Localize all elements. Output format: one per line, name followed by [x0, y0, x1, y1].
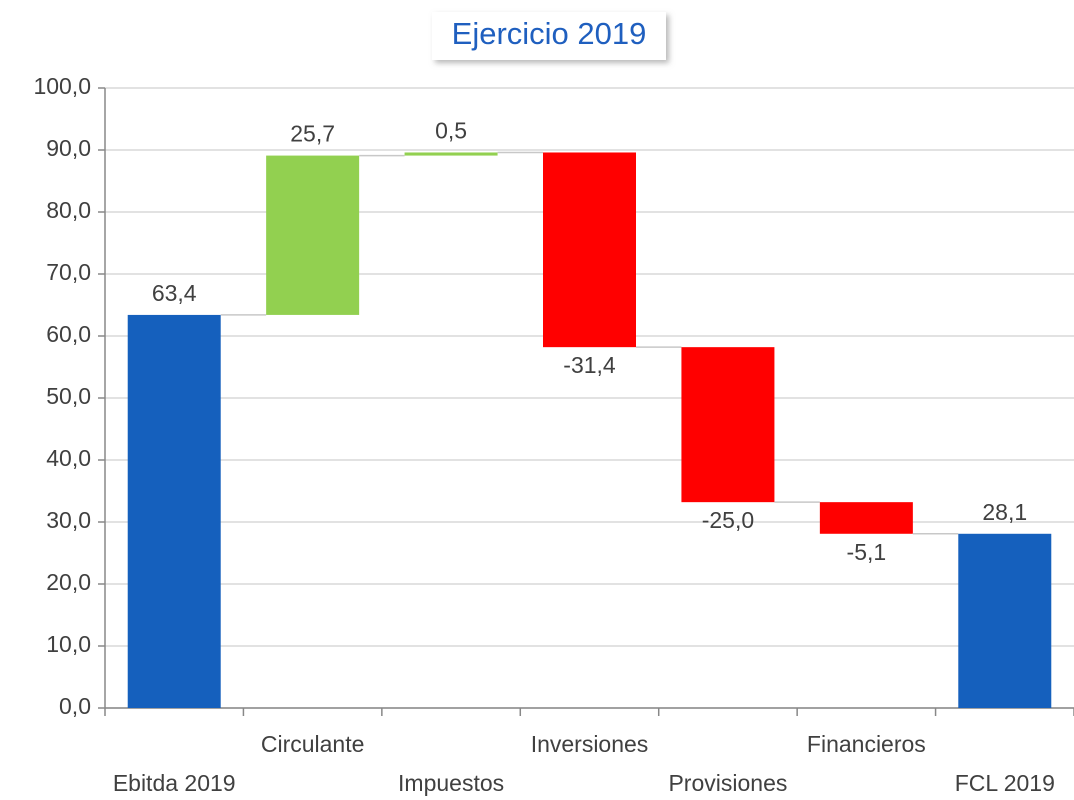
title-box [432, 12, 666, 60]
y-tick-label: 20,0 [46, 569, 91, 595]
bar [127, 314, 221, 708]
x-tick-label: Inversiones [531, 731, 649, 757]
bar [266, 155, 360, 315]
x-tick-label: Impuestos [398, 770, 504, 796]
value-label: 0,5 [435, 118, 467, 144]
y-tick-label: 40,0 [46, 445, 91, 471]
bar [681, 347, 775, 503]
x-tick-label: Ebitda 2019 [113, 770, 236, 796]
y-tick-label: 30,0 [46, 507, 91, 533]
y-tick-label: 70,0 [46, 259, 91, 285]
x-tick-label: FCL 2019 [955, 770, 1055, 796]
value-label: -5,1 [847, 539, 887, 565]
y-tick-label: 10,0 [46, 631, 91, 657]
value-label: 63,4 [152, 280, 197, 306]
x-tick-label: Circulante [261, 731, 365, 757]
bar [404, 152, 498, 156]
y-tick-label: 80,0 [46, 197, 91, 223]
y-tick-label: 60,0 [46, 321, 91, 347]
value-label: 28,1 [982, 499, 1027, 525]
value-label: -25,0 [702, 507, 754, 533]
bar [958, 533, 1052, 708]
y-tick-label: 50,0 [46, 383, 91, 409]
bar [543, 152, 636, 348]
y-tick-label: 90,0 [46, 135, 91, 161]
x-tick-label: Provisiones [668, 770, 787, 796]
y-tick-label: 0,0 [59, 693, 91, 719]
value-label: -31,4 [563, 352, 616, 378]
bar [819, 502, 913, 534]
value-label: 25,7 [290, 121, 335, 147]
x-tick-label: Financieros [807, 731, 926, 757]
chart-title: Ejercicio 2019 [452, 16, 647, 51]
y-tick-label: 100,0 [33, 73, 91, 99]
